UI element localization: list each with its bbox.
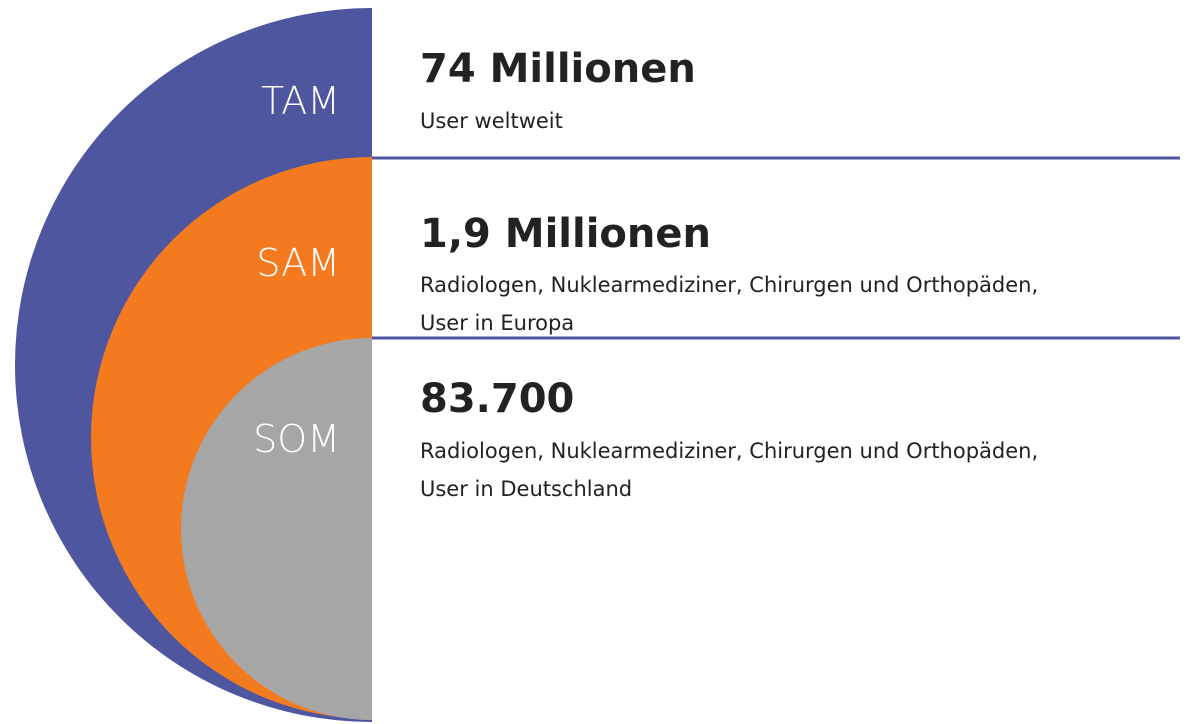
segment-label: SOM [253, 417, 340, 461]
description: User in Europa [420, 311, 574, 335]
description: Radiologen, Nuklearmediziner, Chirurgen … [420, 439, 1038, 463]
som-shape [181, 338, 372, 720]
description: User in Deutschland [420, 477, 632, 501]
description: User weltweit [420, 109, 563, 133]
headline: 74 Millionen [420, 46, 696, 92]
segment-label: SAM [256, 241, 340, 285]
description: Radiologen, Nuklearmediziner, Chirurgen … [420, 273, 1038, 297]
headline: 83.700 [420, 376, 574, 422]
segment-label: TAM [261, 79, 340, 123]
headline: 1,9 Millionen [420, 211, 711, 257]
